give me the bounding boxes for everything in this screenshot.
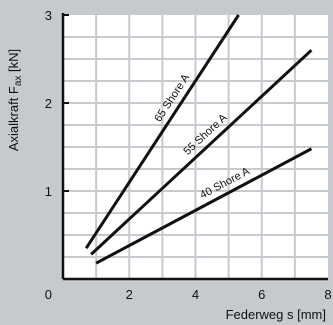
series-lines xyxy=(84,14,313,265)
y-axis-title-subscript: ax xyxy=(13,76,24,87)
x-tick-label: 6 xyxy=(258,287,265,302)
x-tick-label: 8 xyxy=(324,287,331,302)
y-tick-label: 1 xyxy=(45,184,52,199)
x-tick-label: 2 xyxy=(126,287,133,302)
tick-labels: 0 2 4 6 8 1 2 3 xyxy=(45,8,332,302)
axes xyxy=(61,13,328,281)
y-tick-label: 2 xyxy=(45,96,52,111)
x-tick-label: 4 xyxy=(192,287,199,302)
y-axis-title-unit: [kN] xyxy=(6,49,21,76)
series-line xyxy=(84,14,240,250)
series-line xyxy=(95,147,313,265)
x-axis-title: Federweg s [mm] xyxy=(226,307,326,322)
x-tick-label: 0 xyxy=(45,287,52,302)
y-axis-title: Axialkraft Fax [kN] xyxy=(6,49,24,151)
y-tick-label: 3 xyxy=(45,8,52,23)
y-axis-title-main: Axialkraft F xyxy=(6,86,21,151)
series-line xyxy=(90,49,313,256)
